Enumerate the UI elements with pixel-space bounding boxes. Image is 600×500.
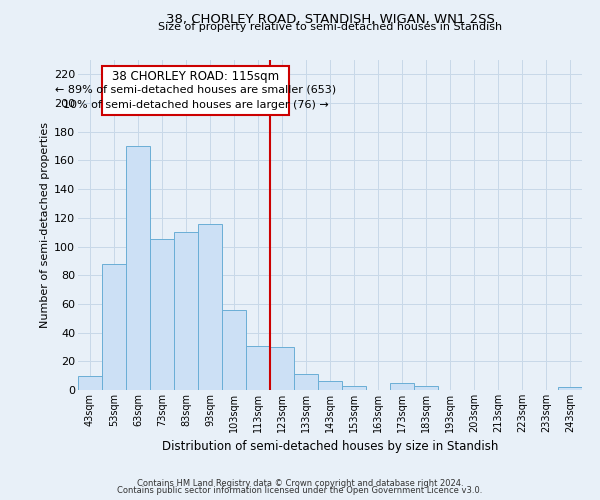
Bar (246, 346, 270, 390)
Bar (78, 376, 102, 390)
Text: Contains public sector information licensed under the Open Government Licence v3: Contains public sector information licen… (118, 486, 482, 495)
Bar (174, 232, 198, 390)
Bar (198, 224, 222, 390)
Text: Contains HM Land Registry data © Crown copyright and database right 2024.: Contains HM Land Registry data © Crown c… (137, 478, 463, 488)
Text: Size of property relative to semi-detached houses in Standish: Size of property relative to semi-detach… (158, 22, 502, 32)
Text: ← 89% of semi-detached houses are smaller (653): ← 89% of semi-detached houses are smalle… (55, 85, 336, 95)
Bar (222, 310, 246, 390)
X-axis label: Distribution of semi-detached houses by size in Standish: Distribution of semi-detached houses by … (162, 440, 498, 454)
Bar (294, 374, 318, 390)
Y-axis label: Number of semi-detached properties: Number of semi-detached properties (40, 122, 50, 328)
Text: 10% of semi-detached houses are larger (76) →: 10% of semi-detached houses are larger (… (63, 100, 328, 110)
Bar (126, 146, 150, 390)
Bar (270, 347, 294, 390)
Text: 38 CHORLEY ROAD: 115sqm: 38 CHORLEY ROAD: 115sqm (112, 70, 279, 82)
Bar (150, 240, 174, 390)
Bar (318, 382, 342, 390)
Bar (414, 386, 438, 390)
Bar (390, 383, 414, 390)
Bar (558, 387, 582, 390)
Bar (342, 386, 366, 390)
Bar (102, 264, 126, 390)
Text: 38, CHORLEY ROAD, STANDISH, WIGAN, WN1 2SS: 38, CHORLEY ROAD, STANDISH, WIGAN, WN1 2… (166, 12, 494, 26)
